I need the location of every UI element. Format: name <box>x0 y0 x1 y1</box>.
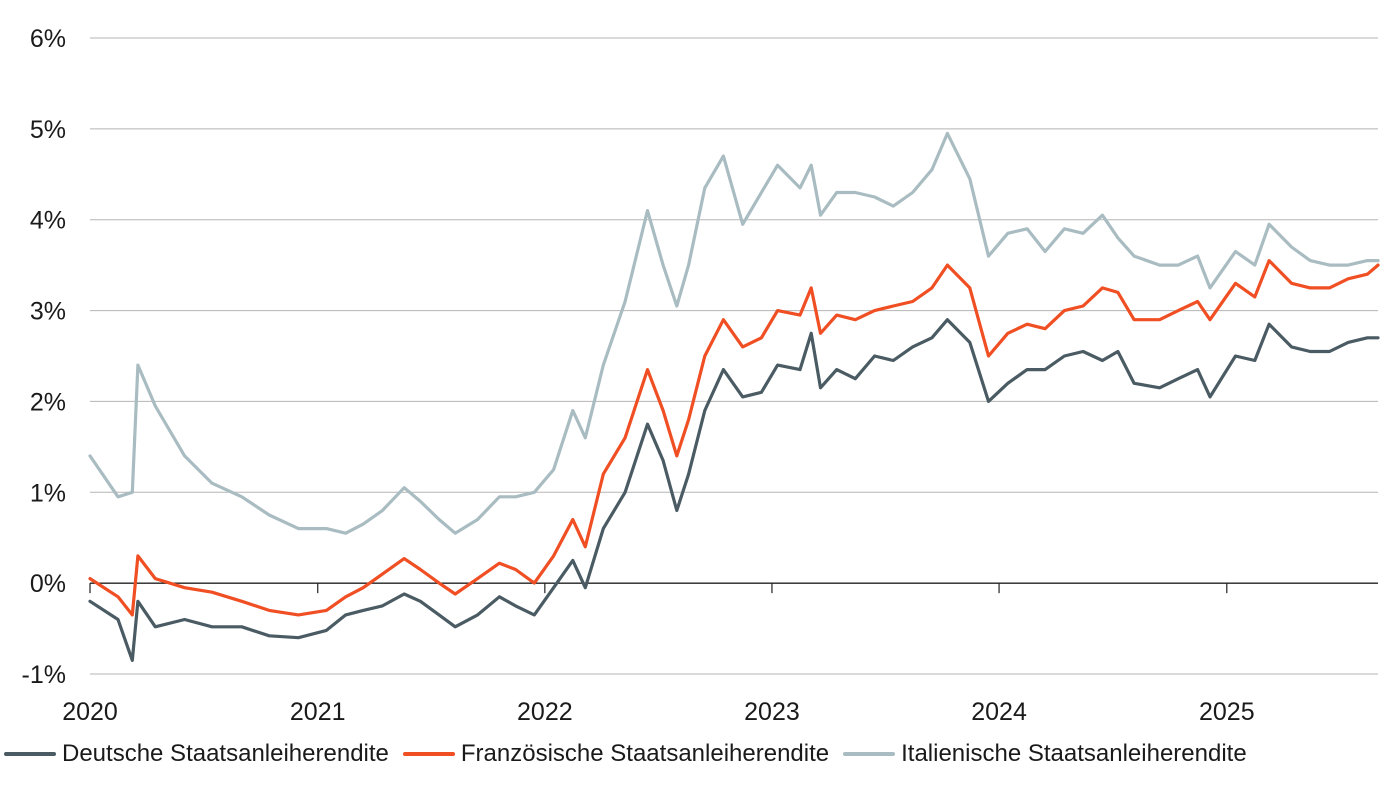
series-line-0 <box>88 318 1380 663</box>
legend: Deutsche Staatsanleiherendite Französisc… <box>0 738 1400 770</box>
y-tick-label: 6% <box>30 25 66 53</box>
x-tick-label: 2020 <box>62 698 118 726</box>
legend-swatch-italienische <box>843 752 896 756</box>
series-line-2 <box>88 131 1380 535</box>
legend-label-franzoesische: Französische Staatsanleiherendite <box>460 740 830 767</box>
x-tick-label: 2021 <box>290 698 346 726</box>
legend-item-italienische: Italienische Staatsanleiherendite <box>843 740 1247 768</box>
axes: -1% 0% 1% 2% 3% 4% 5% 6% 2020 2021 2022 2023 2024 202… <box>22 25 1255 726</box>
y-tick-label: -1% <box>22 661 66 689</box>
legend-item-franzoesische: Französische Staatsanleiherendite <box>402 740 830 768</box>
gridlines <box>90 37 1378 675</box>
x-tick-label: 2023 <box>744 698 800 726</box>
legend-label-deutsche: Deutsche Staatsanleiherendite <box>62 740 389 767</box>
y-tick-label: 5% <box>30 116 66 144</box>
x-tick-label: 2024 <box>971 698 1027 726</box>
series-line-1 <box>88 259 1380 617</box>
legend-swatch-franzoesische <box>402 752 455 756</box>
y-tick-label: 4% <box>30 207 66 235</box>
x-tick-label: 2025 <box>1199 698 1255 726</box>
legend-label-italienische: Italienische Staatsanleiherendite <box>901 740 1247 767</box>
yield-line-chart: -1% 0% 1% 2% 3% 4% 5% 6% 2020 2021 2022 2023 2024 202… <box>22 25 1380 726</box>
y-tick-label: 3% <box>30 298 66 326</box>
series-lines <box>88 131 1380 663</box>
legend-item-deutsche: Deutsche Staatsanleiherendite <box>4 740 389 768</box>
y-tick-label: 0% <box>30 570 66 598</box>
x-tick-label: 2022 <box>517 698 573 726</box>
y-tick-label: 2% <box>30 388 66 416</box>
y-tick-label: 1% <box>30 479 66 507</box>
legend-swatch-deutsche <box>4 752 56 756</box>
